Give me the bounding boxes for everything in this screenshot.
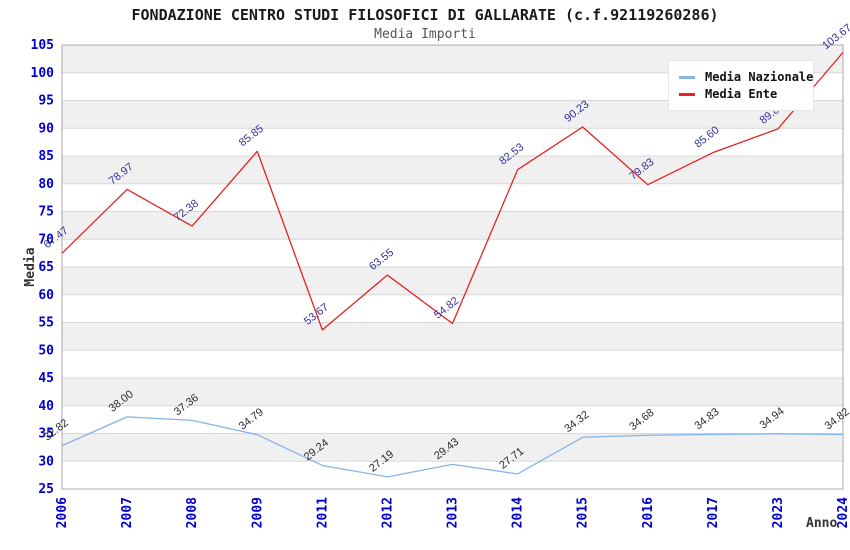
plot-band <box>62 461 843 489</box>
y-tick-label: 55 <box>38 316 54 331</box>
plot-border <box>61 44 844 490</box>
plot-band <box>62 183 843 212</box>
plot-band <box>62 267 843 295</box>
y-tick-label: 75 <box>38 205 54 220</box>
x-tick-label: 2014 <box>511 497 526 528</box>
plot-band <box>62 378 843 406</box>
x-tick-label: 2013 <box>446 497 461 528</box>
plot-band <box>62 156 843 184</box>
legend-label: Media Ente <box>705 87 778 101</box>
plot-band <box>62 294 843 323</box>
y-tick-label: 45 <box>38 371 54 386</box>
x-tick-label: 2011 <box>315 497 330 528</box>
y-tick-label: 105 <box>31 38 54 53</box>
y-tick-label: 35 <box>38 427 54 442</box>
y-axis-title: Media <box>23 247 38 287</box>
x-tick-label: 2012 <box>380 497 395 528</box>
legend-label: Media Nazionale <box>705 70 814 84</box>
x-tick-label: 2006 <box>55 497 70 528</box>
y-tick-label: 50 <box>38 343 54 358</box>
x-tick-label: 2016 <box>641 497 656 528</box>
y-tick-label: 85 <box>38 149 54 164</box>
x-tick-label: 2009 <box>250 497 265 528</box>
plot-band <box>62 433 843 462</box>
plot-band <box>62 350 843 378</box>
x-tick-label: 2008 <box>185 497 200 528</box>
x-tick-label: 2015 <box>576 497 591 528</box>
y-tick-label: 60 <box>38 288 54 303</box>
y-tick-label: 90 <box>38 121 54 136</box>
series-line-media-ente <box>61 51 844 331</box>
y-tick-label: 25 <box>38 482 54 497</box>
y-tick-label: 70 <box>38 232 54 247</box>
x-tick-label: 2023 <box>771 497 786 528</box>
chart-title: FONDAZIONE CENTRO STUDI FILOSOFICI DI GA… <box>131 6 719 24</box>
chart-subtitle: Media Importi <box>374 27 476 42</box>
legend-line-swatch-red <box>679 92 695 96</box>
legend-line-swatch-blue <box>679 75 695 79</box>
y-tick-label: 80 <box>38 177 54 192</box>
y-tick-label: 95 <box>38 94 54 109</box>
plot-band <box>62 322 843 351</box>
x-tick-label: 2024 <box>836 497 850 528</box>
y-tick-label: 65 <box>38 260 54 275</box>
y-tick-label: 40 <box>38 399 54 414</box>
y-tick-label: 100 <box>31 66 55 81</box>
plot-band <box>62 128 843 156</box>
plot-band <box>62 405 843 434</box>
legend-item-media-nazionale: Media Nazionale <box>679 70 813 84</box>
series-line-media-nazionale <box>61 416 844 478</box>
plot-band <box>62 239 843 267</box>
x-tick-label: 2007 <box>120 497 135 528</box>
legend: Media Nazionale Media Ente <box>668 60 814 111</box>
x-axis-title: Anno <box>806 516 838 531</box>
y-tick-label: 30 <box>38 454 54 469</box>
x-tick-label: 2017 <box>706 497 721 528</box>
legend-item-media-ente: Media Ente <box>679 87 805 101</box>
